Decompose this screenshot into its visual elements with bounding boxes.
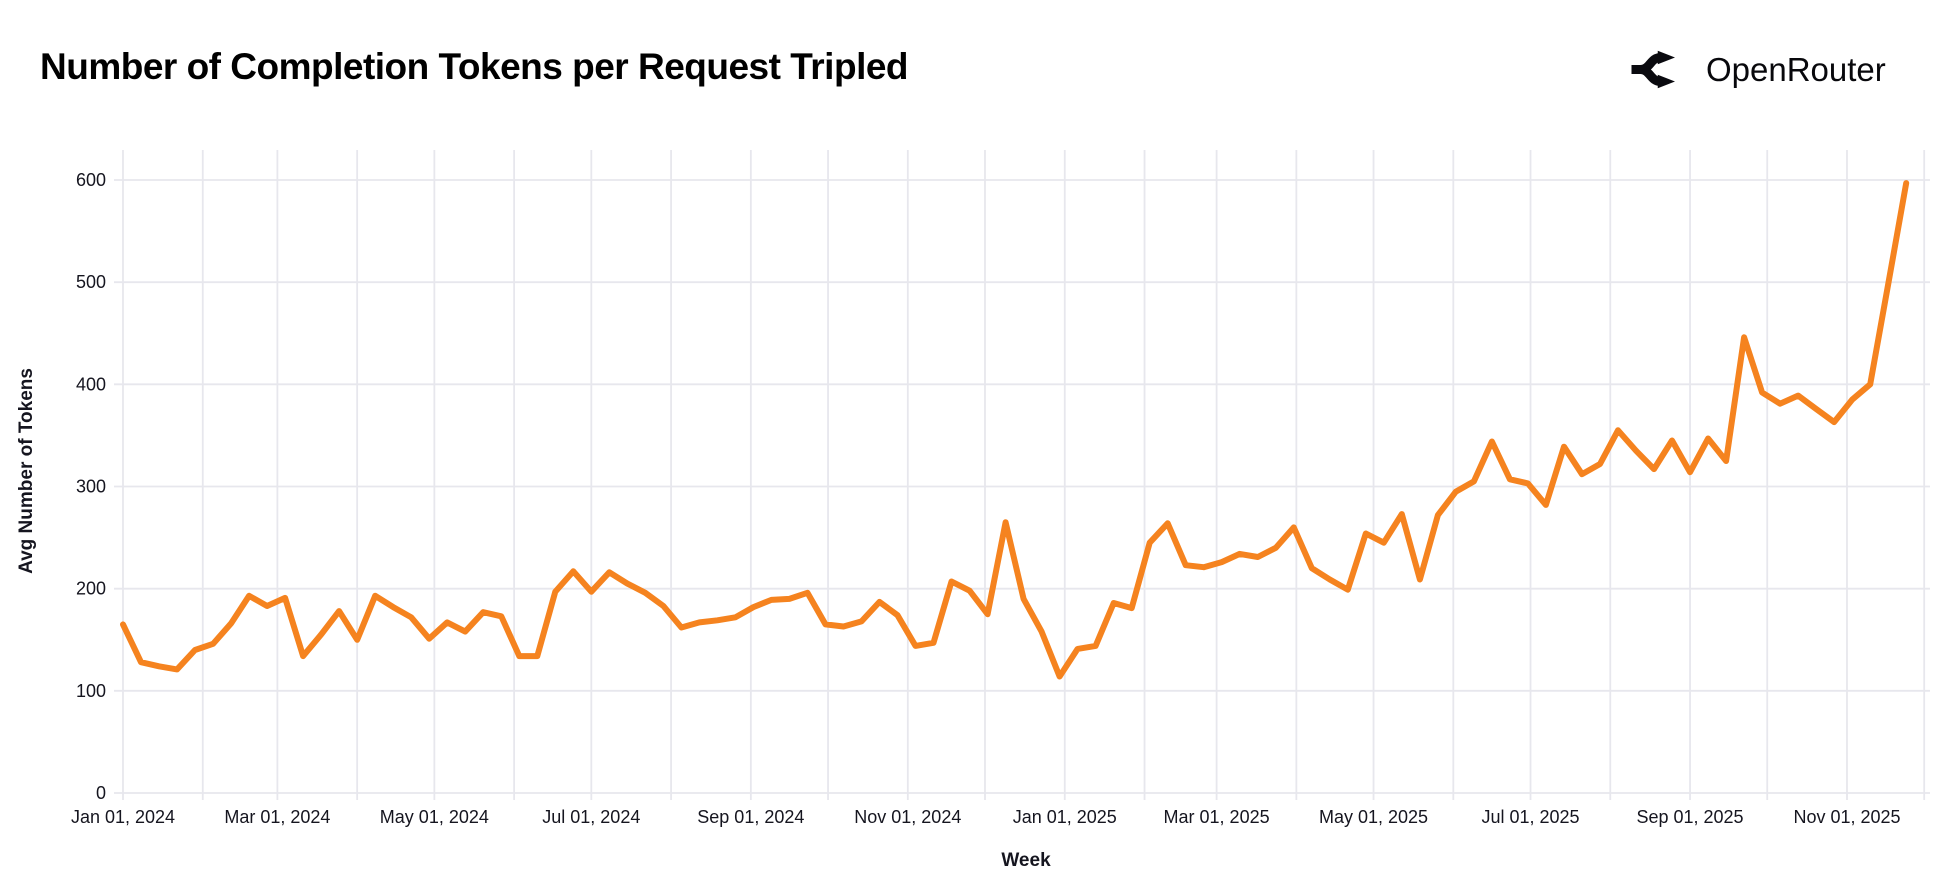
x-tick-labels: Jan 01, 2024 Mar 01, 2024 May 01, 2024 Jul … (71, 807, 1901, 827)
brand-name: OpenRouter (1706, 51, 1886, 88)
x-tick-label: Jul 01, 2024 (542, 807, 640, 827)
openrouter-logo: OpenRouter (1631, 50, 1886, 89)
x-tick-label: Sep 01, 2024 (697, 807, 804, 827)
avg-tokens-line (120, 180, 1910, 680)
y-tick-labels: 0 100 200 300 400 500 600 (76, 170, 106, 803)
x-tick-label: Nov 01, 2024 (854, 807, 961, 827)
x-tick-label: May 01, 2025 (1319, 807, 1428, 827)
tick-marks (122, 793, 1926, 800)
y-tick-label: 100 (76, 681, 106, 701)
chart-title: Number of Completion Tokens per Request … (40, 46, 908, 87)
x-tick-label: Mar 01, 2024 (224, 807, 330, 827)
x-tick-label: Jul 01, 2025 (1481, 807, 1579, 827)
x-tick-label: May 01, 2024 (380, 807, 489, 827)
y-axis-title: Avg Number of Tokens (16, 368, 37, 574)
fork-right-arrows-icon (1631, 50, 1675, 89)
x-tick-label: Sep 01, 2025 (1636, 807, 1743, 827)
x-tick-label: Jan 01, 2025 (1013, 807, 1117, 827)
x-tick-label: Mar 01, 2025 (1164, 807, 1270, 827)
y-tick-label: 600 (76, 170, 106, 190)
y-tick-label: 200 (76, 579, 106, 599)
gridlines (114, 150, 1930, 794)
x-axis-title: Week (1001, 850, 1051, 871)
y-tick-label: 300 (76, 477, 106, 497)
x-tick-label: Jan 01, 2024 (71, 807, 175, 827)
x-tick-label: Nov 01, 2025 (1793, 807, 1900, 827)
y-tick-label: 500 (76, 272, 106, 292)
y-tick-label: 0 (96, 783, 106, 803)
y-tick-label: 400 (76, 374, 106, 394)
series-line (120, 180, 1910, 680)
